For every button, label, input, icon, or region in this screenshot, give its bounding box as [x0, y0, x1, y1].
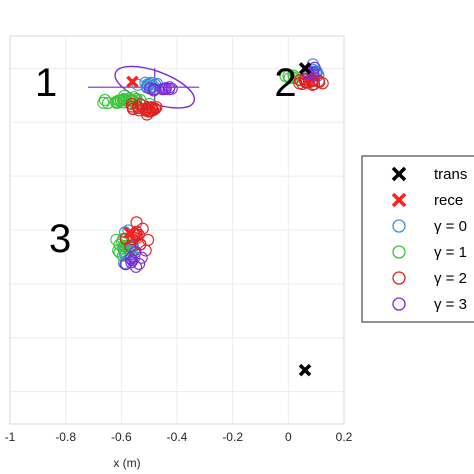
x-tick-label: -0.6 — [111, 430, 132, 444]
x-tick-label: -1 — [5, 430, 16, 444]
legend-label: rece — [434, 192, 463, 209]
data-point-circle — [97, 96, 110, 109]
data-point-circle — [131, 78, 144, 91]
data-point-cross — [298, 363, 312, 377]
data-point-cross — [126, 75, 139, 89]
legend-marker-circle — [392, 297, 406, 311]
data-point-core — [133, 232, 144, 245]
data-point-circle — [119, 232, 132, 245]
data-point-cross — [298, 62, 312, 75]
legend-label: γ = 1 — [434, 244, 467, 261]
x-tick-label: -0.2 — [222, 430, 243, 444]
group-label: 2 — [274, 61, 296, 105]
legend-marker-cross — [391, 192, 407, 208]
group-label: 3 — [49, 217, 71, 261]
data-point-circle — [98, 93, 111, 106]
x-axis-label: x (m) — [113, 456, 140, 470]
data-point-circle — [125, 97, 138, 111]
cross-stroke — [391, 166, 407, 182]
legend-label: γ = 0 — [434, 218, 467, 235]
x-tick-label: 0 — [285, 430, 292, 444]
x-tick-label: -0.8 — [55, 430, 76, 444]
x-tick-label: -0.4 — [167, 430, 188, 444]
legend-marker-cross — [391, 166, 407, 182]
data-point-circle — [130, 216, 143, 229]
group-labels: 1 2 3 — [35, 61, 297, 261]
group-label: 1 — [35, 61, 57, 105]
legend-box — [361, 155, 474, 323]
cross-stroke — [391, 192, 407, 208]
data-marks — [87, 58, 329, 377]
cross-stroke — [298, 363, 312, 377]
legend-label: γ = 3 — [434, 296, 467, 313]
data-point-cross — [123, 226, 136, 239]
axes-frame — [9, 35, 345, 425]
data-point-core — [136, 102, 157, 115]
x-tick-label: 0.2 — [336, 430, 353, 444]
grid-lines — [9, 36, 345, 424]
legend-marker-circle — [392, 219, 406, 233]
legend: trans rece γ = 0 γ = 1 γ = 2 γ = 3 — [361, 155, 474, 323]
data-point-core — [127, 253, 138, 266]
data-point-core — [156, 82, 170, 95]
cross-stroke — [298, 62, 312, 75]
legend-marker-circle — [392, 271, 406, 285]
data-point-core — [144, 79, 155, 92]
x-tick-labels: -1 -0.8 -0.6 -0.4 -0.2 0 0.2 — [5, 430, 353, 444]
legend-marker-circle — [392, 245, 406, 259]
legend-label: trans — [434, 166, 467, 183]
legend-label: γ = 2 — [434, 270, 467, 287]
data-point-circle — [110, 233, 123, 246]
cross-stroke — [123, 226, 136, 239]
cross-stroke — [126, 75, 139, 89]
